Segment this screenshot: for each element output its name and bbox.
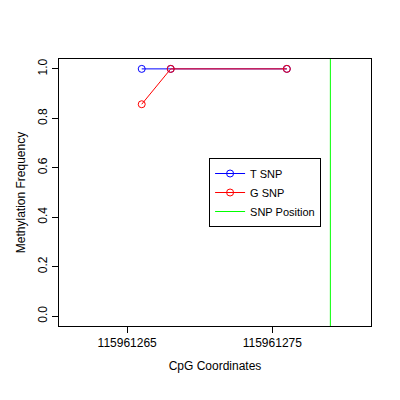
svg-text:115961265: 115961265	[98, 336, 158, 350]
svg-text:G SNP: G SNP	[250, 187, 284, 199]
svg-text:0.4: 0.4	[36, 207, 50, 224]
svg-text:0.8: 0.8	[36, 108, 50, 125]
svg-text:CpG Coordinates: CpG Coordinates	[169, 359, 262, 373]
svg-text:115961275: 115961275	[243, 336, 303, 350]
svg-text:0.0: 0.0	[36, 306, 50, 323]
svg-text:0.2: 0.2	[36, 256, 50, 273]
svg-text:Methylation Frequency: Methylation Frequency	[14, 132, 28, 253]
svg-text:0.6: 0.6	[36, 157, 50, 174]
svg-text:1.0: 1.0	[36, 58, 50, 75]
svg-text:T SNP: T SNP	[250, 168, 282, 180]
svg-text:SNP Position: SNP Position	[250, 206, 315, 218]
